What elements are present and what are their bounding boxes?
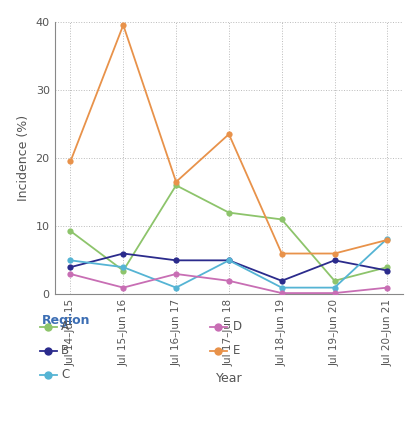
A	[385, 265, 390, 270]
C	[68, 258, 73, 263]
Text: E: E	[233, 344, 241, 357]
C	[385, 236, 390, 241]
Text: Region: Region	[42, 314, 90, 327]
A	[173, 183, 178, 188]
Line: C: C	[67, 236, 391, 291]
C	[279, 285, 284, 290]
D	[385, 285, 390, 290]
D	[226, 278, 231, 284]
E	[121, 23, 126, 28]
Text: B: B	[61, 344, 69, 357]
B	[121, 251, 126, 256]
Y-axis label: Incidence (%): Incidence (%)	[17, 115, 30, 201]
D	[173, 271, 178, 277]
A	[226, 210, 231, 215]
Line: E: E	[67, 22, 391, 257]
Line: B: B	[67, 250, 391, 284]
E	[173, 179, 178, 184]
E	[226, 132, 231, 137]
C	[332, 285, 337, 290]
D	[121, 285, 126, 290]
A	[332, 278, 337, 284]
Line: A: A	[67, 182, 391, 284]
B	[226, 258, 231, 263]
A	[279, 217, 284, 222]
C	[226, 258, 231, 263]
B	[385, 268, 390, 273]
D	[332, 291, 337, 296]
D	[279, 291, 284, 296]
C	[121, 265, 126, 270]
B	[173, 258, 178, 263]
E	[332, 251, 337, 256]
D	[68, 271, 73, 277]
A	[68, 229, 73, 234]
B	[68, 265, 73, 270]
Text: C: C	[61, 368, 69, 381]
E	[279, 251, 284, 256]
E	[385, 237, 390, 242]
Text: D: D	[233, 320, 242, 333]
A	[121, 268, 126, 273]
B	[332, 258, 337, 263]
Text: A: A	[61, 320, 69, 333]
C	[173, 285, 178, 290]
Line: D: D	[67, 271, 391, 296]
X-axis label: Year: Year	[215, 372, 242, 385]
B	[279, 278, 284, 284]
E	[68, 159, 73, 164]
